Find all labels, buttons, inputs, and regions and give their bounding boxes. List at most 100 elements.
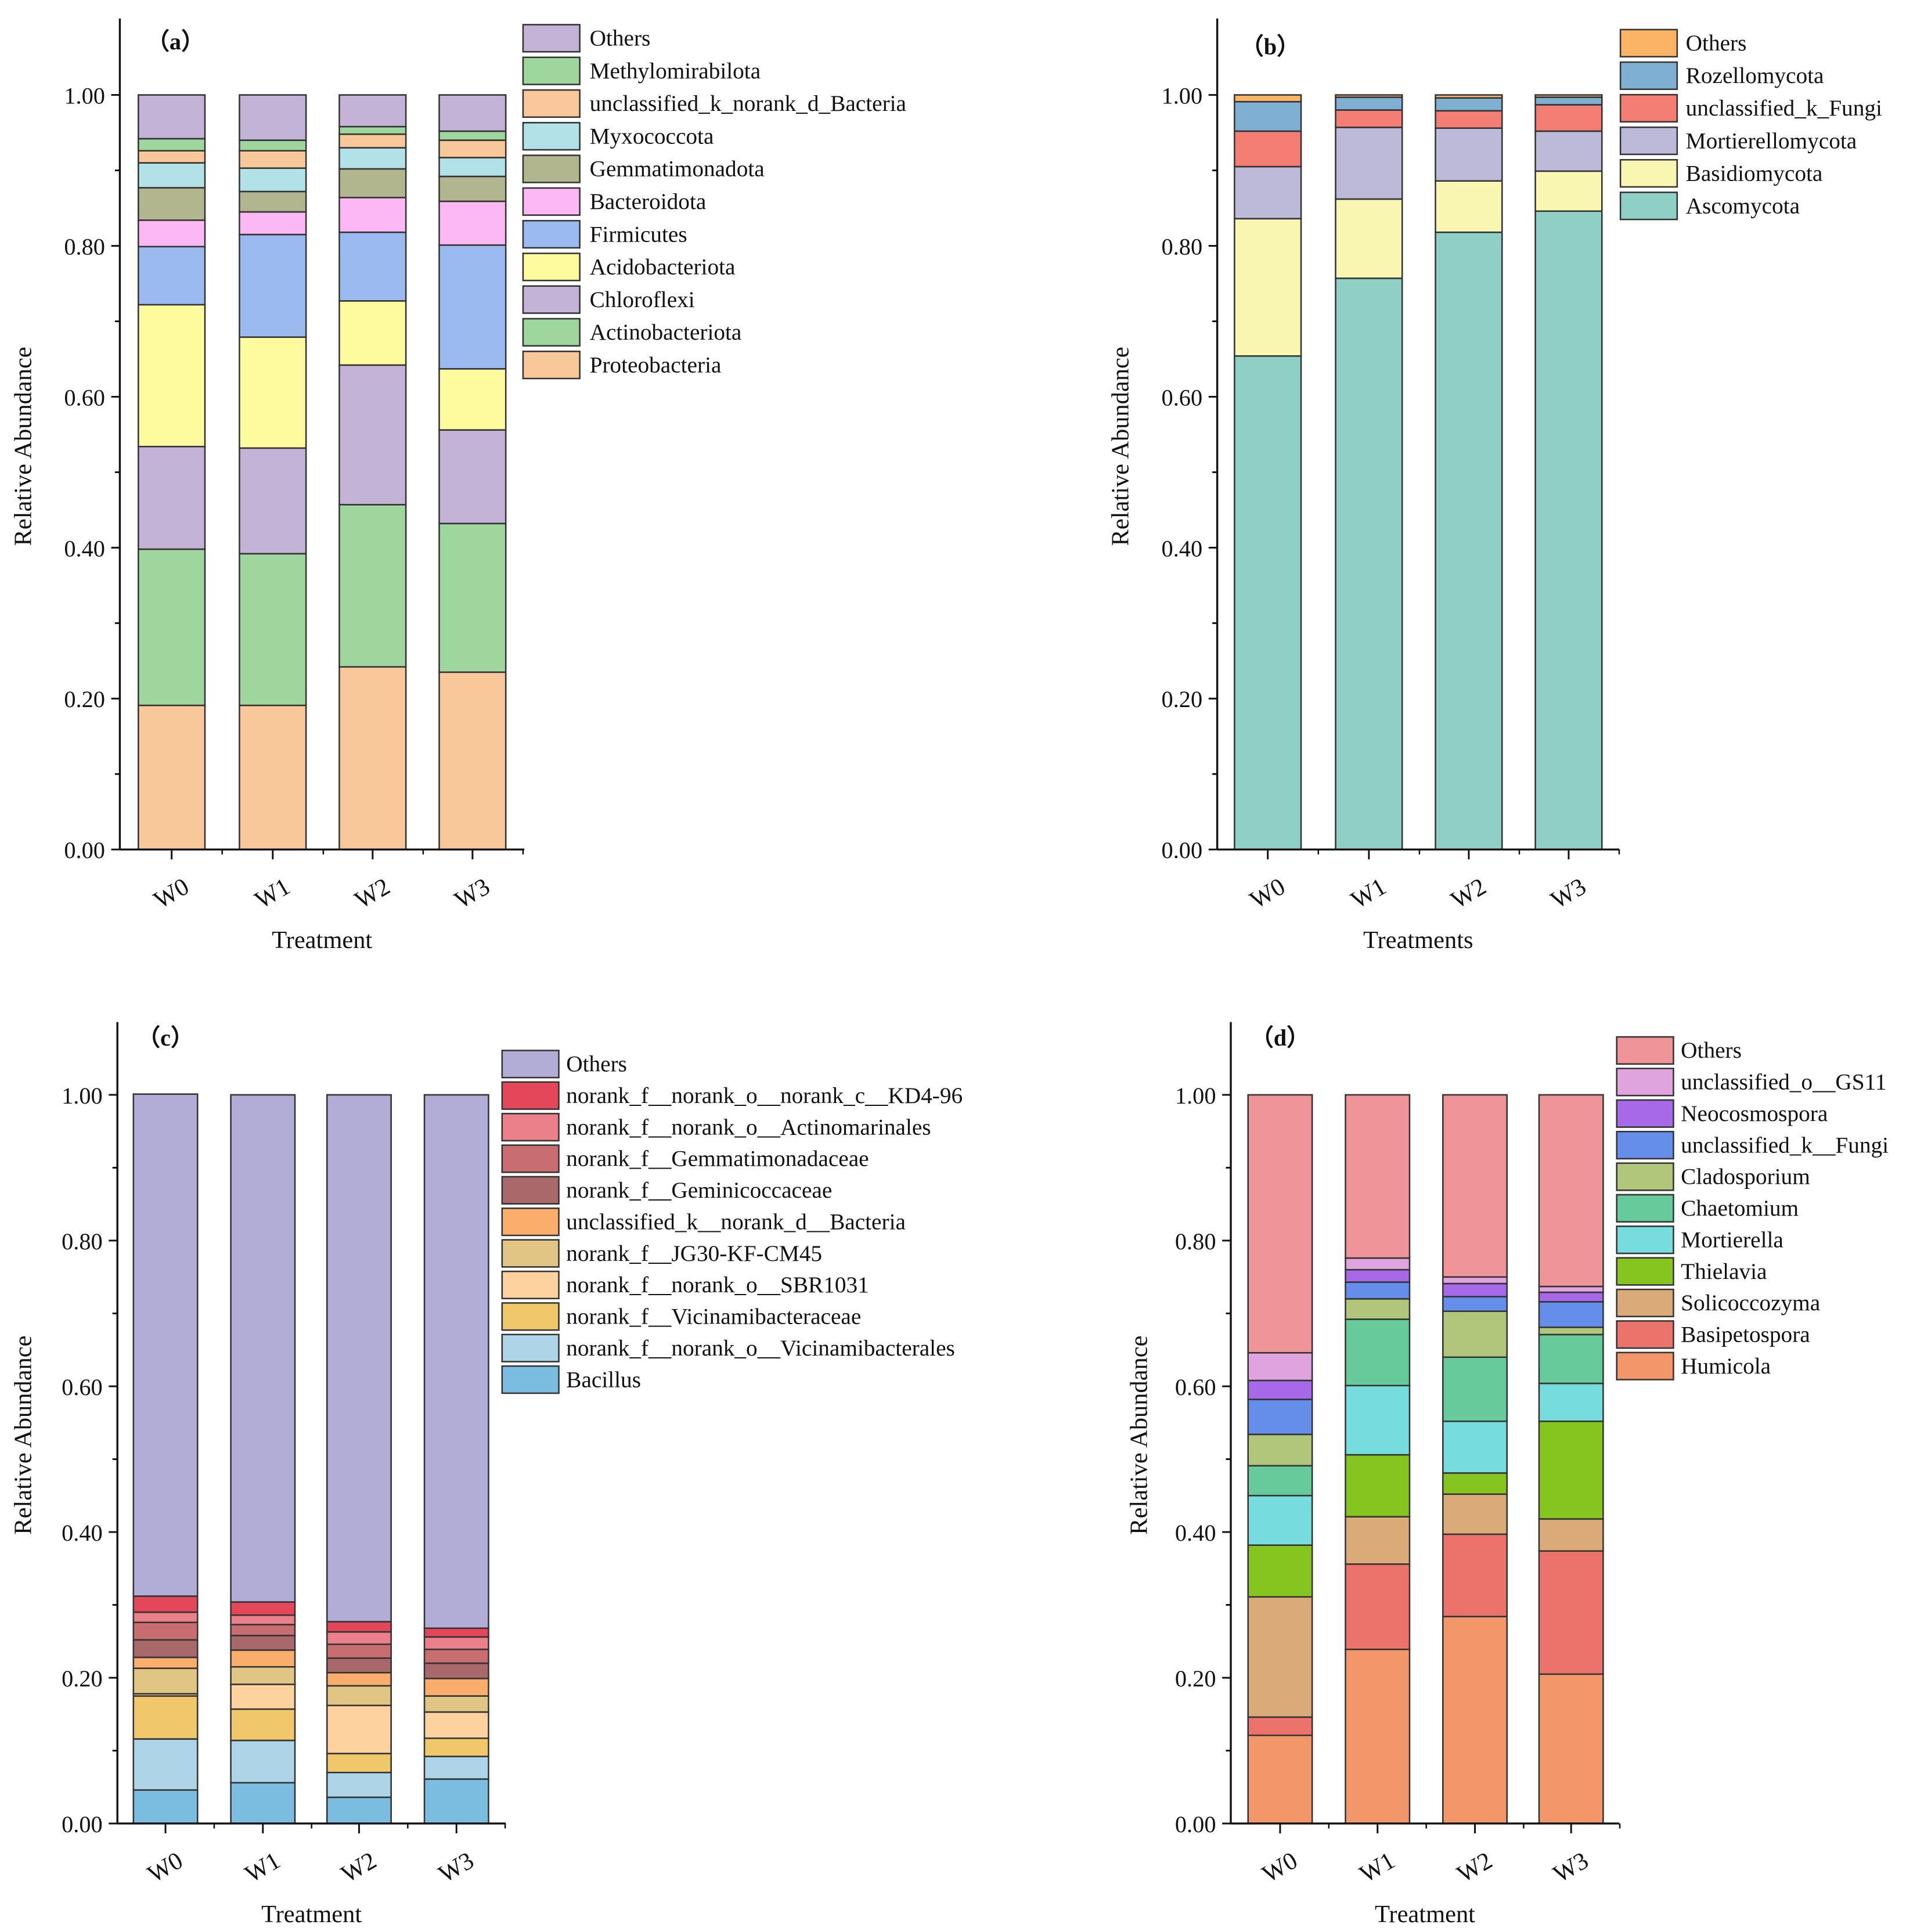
bar-segment — [338, 300, 407, 366]
x-tick-label: W0 — [1258, 1847, 1302, 1888]
bar-segment — [239, 150, 307, 169]
legend-item: norank_f__norank_o__SBR1031 — [501, 1270, 869, 1300]
y-tick-label: 0.80 — [1175, 1228, 1216, 1255]
x-tick-label: W0 — [149, 873, 194, 914]
legend-item: Bacillus — [501, 1365, 641, 1394]
legend-item: norank_f__Geminicoccaceae — [501, 1176, 832, 1205]
legend-item: Actinobacteriota — [522, 318, 741, 347]
bar-segment — [138, 187, 206, 221]
bar-segment — [230, 1708, 296, 1742]
x-tick-label: W2 — [337, 1847, 381, 1888]
x-tick-label: W0 — [1245, 873, 1290, 914]
x-axis-title: Treatment — [272, 927, 372, 954]
y-tick-label: 0.00 — [1175, 1811, 1216, 1837]
legend-swatch — [1616, 1036, 1674, 1065]
legend-swatch — [1616, 1194, 1674, 1223]
legend-swatch — [501, 1302, 560, 1331]
bar-segment — [1234, 94, 1302, 103]
bar-segment — [239, 190, 307, 213]
bar-segment — [132, 1695, 199, 1740]
y-tick-label: 0.40 — [62, 1520, 103, 1546]
legend-item: Others — [1616, 1036, 1742, 1065]
bar-segment — [1442, 1296, 1508, 1312]
bar-segment — [1345, 1563, 1411, 1650]
legend-swatch — [522, 56, 581, 85]
legend-swatch — [501, 1239, 560, 1268]
legend-item: Gemmatimonadota — [522, 154, 765, 183]
bar-segment — [230, 1624, 296, 1637]
bar-segment — [1435, 231, 1503, 850]
legend-label: norank_f__norank_o__Actinomarinales — [566, 1115, 931, 1140]
legend-label: norank_f__norank_o__SBR1031 — [566, 1273, 869, 1297]
bar-segment — [132, 1595, 199, 1613]
legend-item: Proteobacteria — [522, 351, 722, 380]
bar-segment — [338, 125, 407, 135]
bar-segment — [438, 368, 507, 431]
y-tick-label: 0.20 — [1175, 1666, 1216, 1692]
bar-segment — [1234, 100, 1302, 132]
bar-segment — [1538, 1327, 1604, 1336]
legend-item: unclassified_o__GS11 — [1616, 1068, 1886, 1097]
legend-label: norank_f__Gemmatimonadaceae — [566, 1147, 869, 1172]
legend-item: Mortierella — [1616, 1225, 1784, 1255]
bar-segment — [138, 162, 206, 189]
bar-segment — [423, 1094, 489, 1629]
legend-item: norank_f__norank_o__Vicinamibacterales — [501, 1333, 955, 1363]
legend-item: unclassified_k_Fungi — [1619, 93, 1882, 123]
y-axis-title: Relative Abundance — [10, 1336, 37, 1535]
legend-label: Firmicutes — [590, 222, 687, 247]
bar-segment — [326, 1631, 392, 1645]
legend-label: norank_f__Geminicoccaceae — [566, 1178, 832, 1203]
legend-label: Others — [566, 1052, 627, 1077]
y-tick-label: 0.80 — [64, 233, 105, 259]
bar-segment — [326, 1796, 392, 1825]
legend-label: Proteobacteria — [590, 352, 722, 377]
legend-label: Basidiomycota — [1686, 161, 1823, 186]
legend-label: Mortierellomycota — [1686, 128, 1857, 153]
bar-segment — [326, 1685, 392, 1707]
legend-item: Others — [501, 1050, 627, 1079]
bar-segment — [326, 1657, 392, 1674]
bar-segment — [423, 1678, 489, 1697]
bar-segment — [1442, 1420, 1508, 1474]
bar-segment — [239, 94, 307, 141]
bar-segment — [1538, 1301, 1604, 1328]
bar-segment — [1538, 1550, 1604, 1675]
bar-segment — [438, 130, 507, 141]
bar-segment — [423, 1737, 489, 1757]
bar-segment — [423, 1778, 489, 1825]
bar-segment — [438, 671, 507, 850]
bar-segment — [1247, 1094, 1313, 1354]
bar-segment — [1534, 210, 1603, 850]
legend-label: Others — [1681, 1038, 1742, 1063]
legend-swatch — [501, 1081, 560, 1110]
legend-swatch — [522, 154, 581, 183]
bar-segment — [1538, 1382, 1604, 1422]
legend-label: Others — [590, 26, 651, 51]
x-tick-label: W1 — [1346, 873, 1391, 914]
legend-label: unclassified_k__norank_d__Bacteria — [566, 1209, 906, 1234]
legend-item: Basidiomycota — [1619, 158, 1823, 188]
bar-segment — [1234, 130, 1302, 168]
y-tick-label: 0.60 — [1162, 384, 1203, 410]
bar-segment — [1335, 198, 1403, 279]
bar-segment — [1538, 1420, 1604, 1520]
legend-label: unclassified_k__Fungi — [1681, 1133, 1889, 1158]
legend-label: norank_f__norank_o__Vicinamibacterales — [566, 1336, 955, 1361]
bar-segment — [230, 1601, 296, 1616]
bar-segment — [326, 1672, 392, 1687]
bar-segment — [1442, 1472, 1508, 1495]
y-tick-label: 1.00 — [64, 82, 105, 109]
y-tick-label: 0.80 — [62, 1228, 103, 1255]
bar-segment — [230, 1782, 296, 1825]
bar-segment — [1234, 165, 1302, 219]
bar-segment — [423, 1711, 489, 1739]
bar-segment — [438, 94, 507, 132]
legend-label: Methylomirabilota — [590, 59, 761, 84]
bar-segment — [438, 200, 507, 246]
legend-item: Cladosporium — [1616, 1162, 1810, 1191]
bar-segment — [230, 1634, 296, 1651]
bar-segment — [132, 1639, 199, 1659]
legend-label: Acidobacteriota — [590, 255, 736, 280]
panel-label: （a） — [146, 28, 205, 55]
